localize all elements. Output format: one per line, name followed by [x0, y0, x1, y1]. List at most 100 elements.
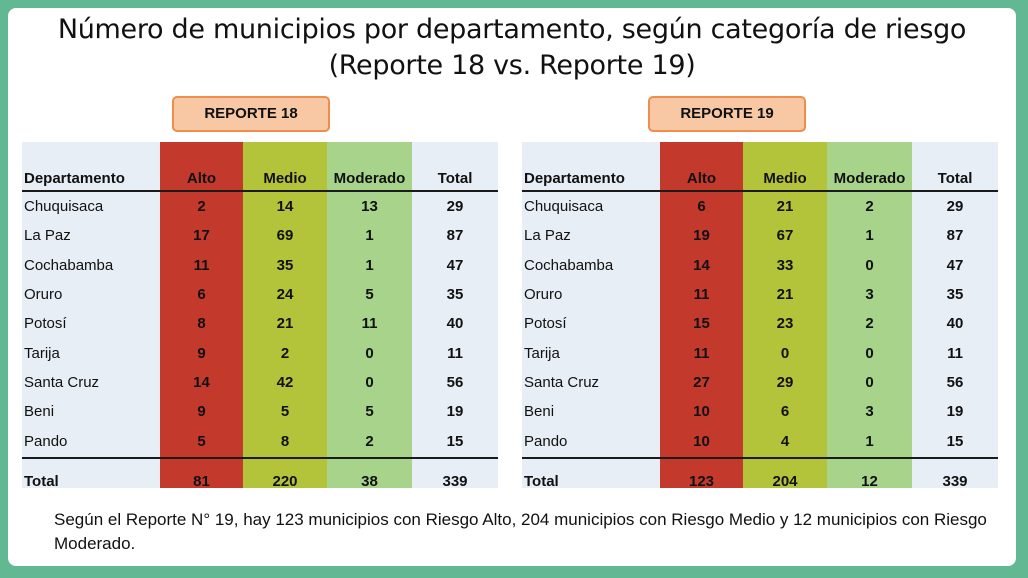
row-value-total: 19	[946, 403, 964, 420]
row-value-total: 35	[446, 286, 464, 303]
row-department: Chuquisaca	[24, 198, 104, 215]
row-value-medio: 35	[276, 257, 294, 274]
row-department: Potosí	[524, 315, 567, 332]
column-header-total: Total	[937, 170, 973, 187]
row-value-alto: 19	[693, 227, 710, 244]
row-value-alto: 17	[193, 227, 210, 244]
row-department: Pando	[24, 433, 68, 450]
row-value-alto: 27	[693, 374, 710, 391]
summary-text: Según el Reporte N° 19, hay 123 municipi…	[54, 510, 987, 553]
row-value-medio: 24	[276, 286, 294, 303]
row-department: La Paz	[24, 227, 71, 244]
row-value-moderado: 0	[365, 374, 374, 391]
total-value-total: 339	[442, 473, 468, 490]
row-value-total: 47	[946, 257, 964, 274]
total-divider	[22, 457, 498, 459]
row-department: Beni	[524, 403, 555, 420]
row-value-alto: 14	[693, 257, 710, 274]
total-value-alto: 81	[193, 473, 210, 490]
page-title: Número de municipios por departamento, s…	[8, 12, 1016, 84]
row-department: La Paz	[524, 227, 571, 244]
total-value-medio: 204	[772, 473, 798, 490]
row-value-total: 35	[946, 286, 964, 303]
row-value-alto: 10	[693, 403, 710, 420]
header-divider	[22, 190, 498, 192]
row-value-medio: 0	[780, 345, 790, 362]
row-department: Tarija	[24, 345, 60, 362]
total-divider	[522, 457, 998, 459]
row-department: Cochabamba	[524, 257, 614, 274]
row-department: Cochabamba	[24, 257, 114, 274]
row-value-medio: 14	[276, 198, 294, 215]
total-value-alto: 123	[688, 473, 715, 490]
report-19-table: Departamento Alto Medio Moderado Total Chuqui…	[522, 142, 998, 490]
row-value-moderado: 13	[361, 198, 378, 215]
row-value-total: 47	[446, 257, 464, 274]
row-value-total: 56	[946, 374, 964, 391]
title-line-1: Número de municipios por departamento, s…	[57, 14, 967, 45]
slide: Número de municipios por departamento, s…	[8, 8, 1016, 566]
row-value-moderado: 1	[365, 227, 374, 244]
column-header-moderado: Moderado	[833, 170, 906, 187]
medio-column-band	[743, 142, 827, 488]
medio-column-band	[243, 142, 327, 488]
total-value-moderado: 38	[361, 473, 378, 490]
row-department: Tarija	[524, 345, 560, 362]
alto-column-band	[660, 142, 743, 488]
total-label: Total	[524, 473, 559, 490]
row-value-moderado: 5	[365, 403, 374, 420]
row-value-medio: 33	[776, 257, 794, 274]
row-department: Chuquisaca	[524, 198, 604, 215]
row-value-alto: 11	[693, 286, 710, 303]
row-value-medio: 4	[780, 433, 790, 450]
row-value-total: 11	[447, 345, 463, 362]
row-department: Beni	[24, 403, 55, 420]
row-value-medio: 21	[776, 198, 794, 215]
column-header-alto: Alto	[686, 170, 717, 187]
row-value-moderado: 0	[865, 374, 874, 391]
total-value-total: 339	[942, 473, 968, 490]
row-value-moderado: 3	[865, 403, 874, 420]
report-18-label: REPORTE 18	[172, 96, 330, 132]
column-header-medio: Medio	[263, 170, 307, 187]
row-value-medio: 2	[280, 345, 290, 362]
row-value-alto: 6	[197, 286, 206, 303]
row-value-medio: 21	[276, 315, 294, 332]
row-value-alto: 9	[197, 403, 206, 420]
row-value-medio: 6	[780, 403, 790, 420]
title-line-2: (Reporte 18 vs. Reporte 19)	[328, 50, 696, 81]
header-divider	[522, 190, 998, 192]
row-value-total: 11	[947, 345, 963, 362]
row-value-medio: 8	[280, 433, 290, 450]
row-value-moderado: 5	[365, 286, 374, 303]
moderado-column-band	[327, 142, 412, 488]
row-value-moderado: 1	[865, 227, 874, 244]
moderado-column-band	[827, 142, 912, 488]
row-department: Santa Cruz	[24, 374, 100, 391]
row-value-medio: 69	[276, 227, 294, 244]
column-header-moderado: Moderado	[333, 170, 406, 187]
row-value-total: 40	[946, 315, 964, 332]
row-department: Potosí	[24, 315, 67, 332]
row-value-total: 87	[946, 227, 964, 244]
row-value-moderado: 3	[865, 286, 874, 303]
total-value-moderado: 12	[861, 473, 878, 490]
row-value-total: 29	[446, 198, 464, 215]
column-header-dept: Departamento	[24, 170, 125, 187]
row-value-moderado: 0	[365, 345, 374, 362]
row-department: Oruro	[524, 286, 563, 303]
row-value-moderado: 1	[365, 257, 374, 274]
row-department: Pando	[524, 433, 568, 450]
row-value-medio: 29	[776, 374, 794, 391]
column-header-medio: Medio	[763, 170, 807, 187]
row-value-medio: 21	[776, 286, 794, 303]
row-value-moderado: 11	[361, 315, 378, 332]
row-value-moderado: 1	[865, 433, 874, 450]
row-value-alto: 5	[197, 433, 206, 450]
total-value-medio: 220	[272, 473, 298, 490]
row-value-total: 29	[946, 198, 964, 215]
report-18-table: Departamento Alto Medio Moderado Total Chuqui…	[22, 142, 498, 490]
row-department: Santa Cruz	[524, 374, 600, 391]
row-value-alto: 9	[197, 345, 206, 362]
row-value-alto: 10	[693, 433, 710, 450]
